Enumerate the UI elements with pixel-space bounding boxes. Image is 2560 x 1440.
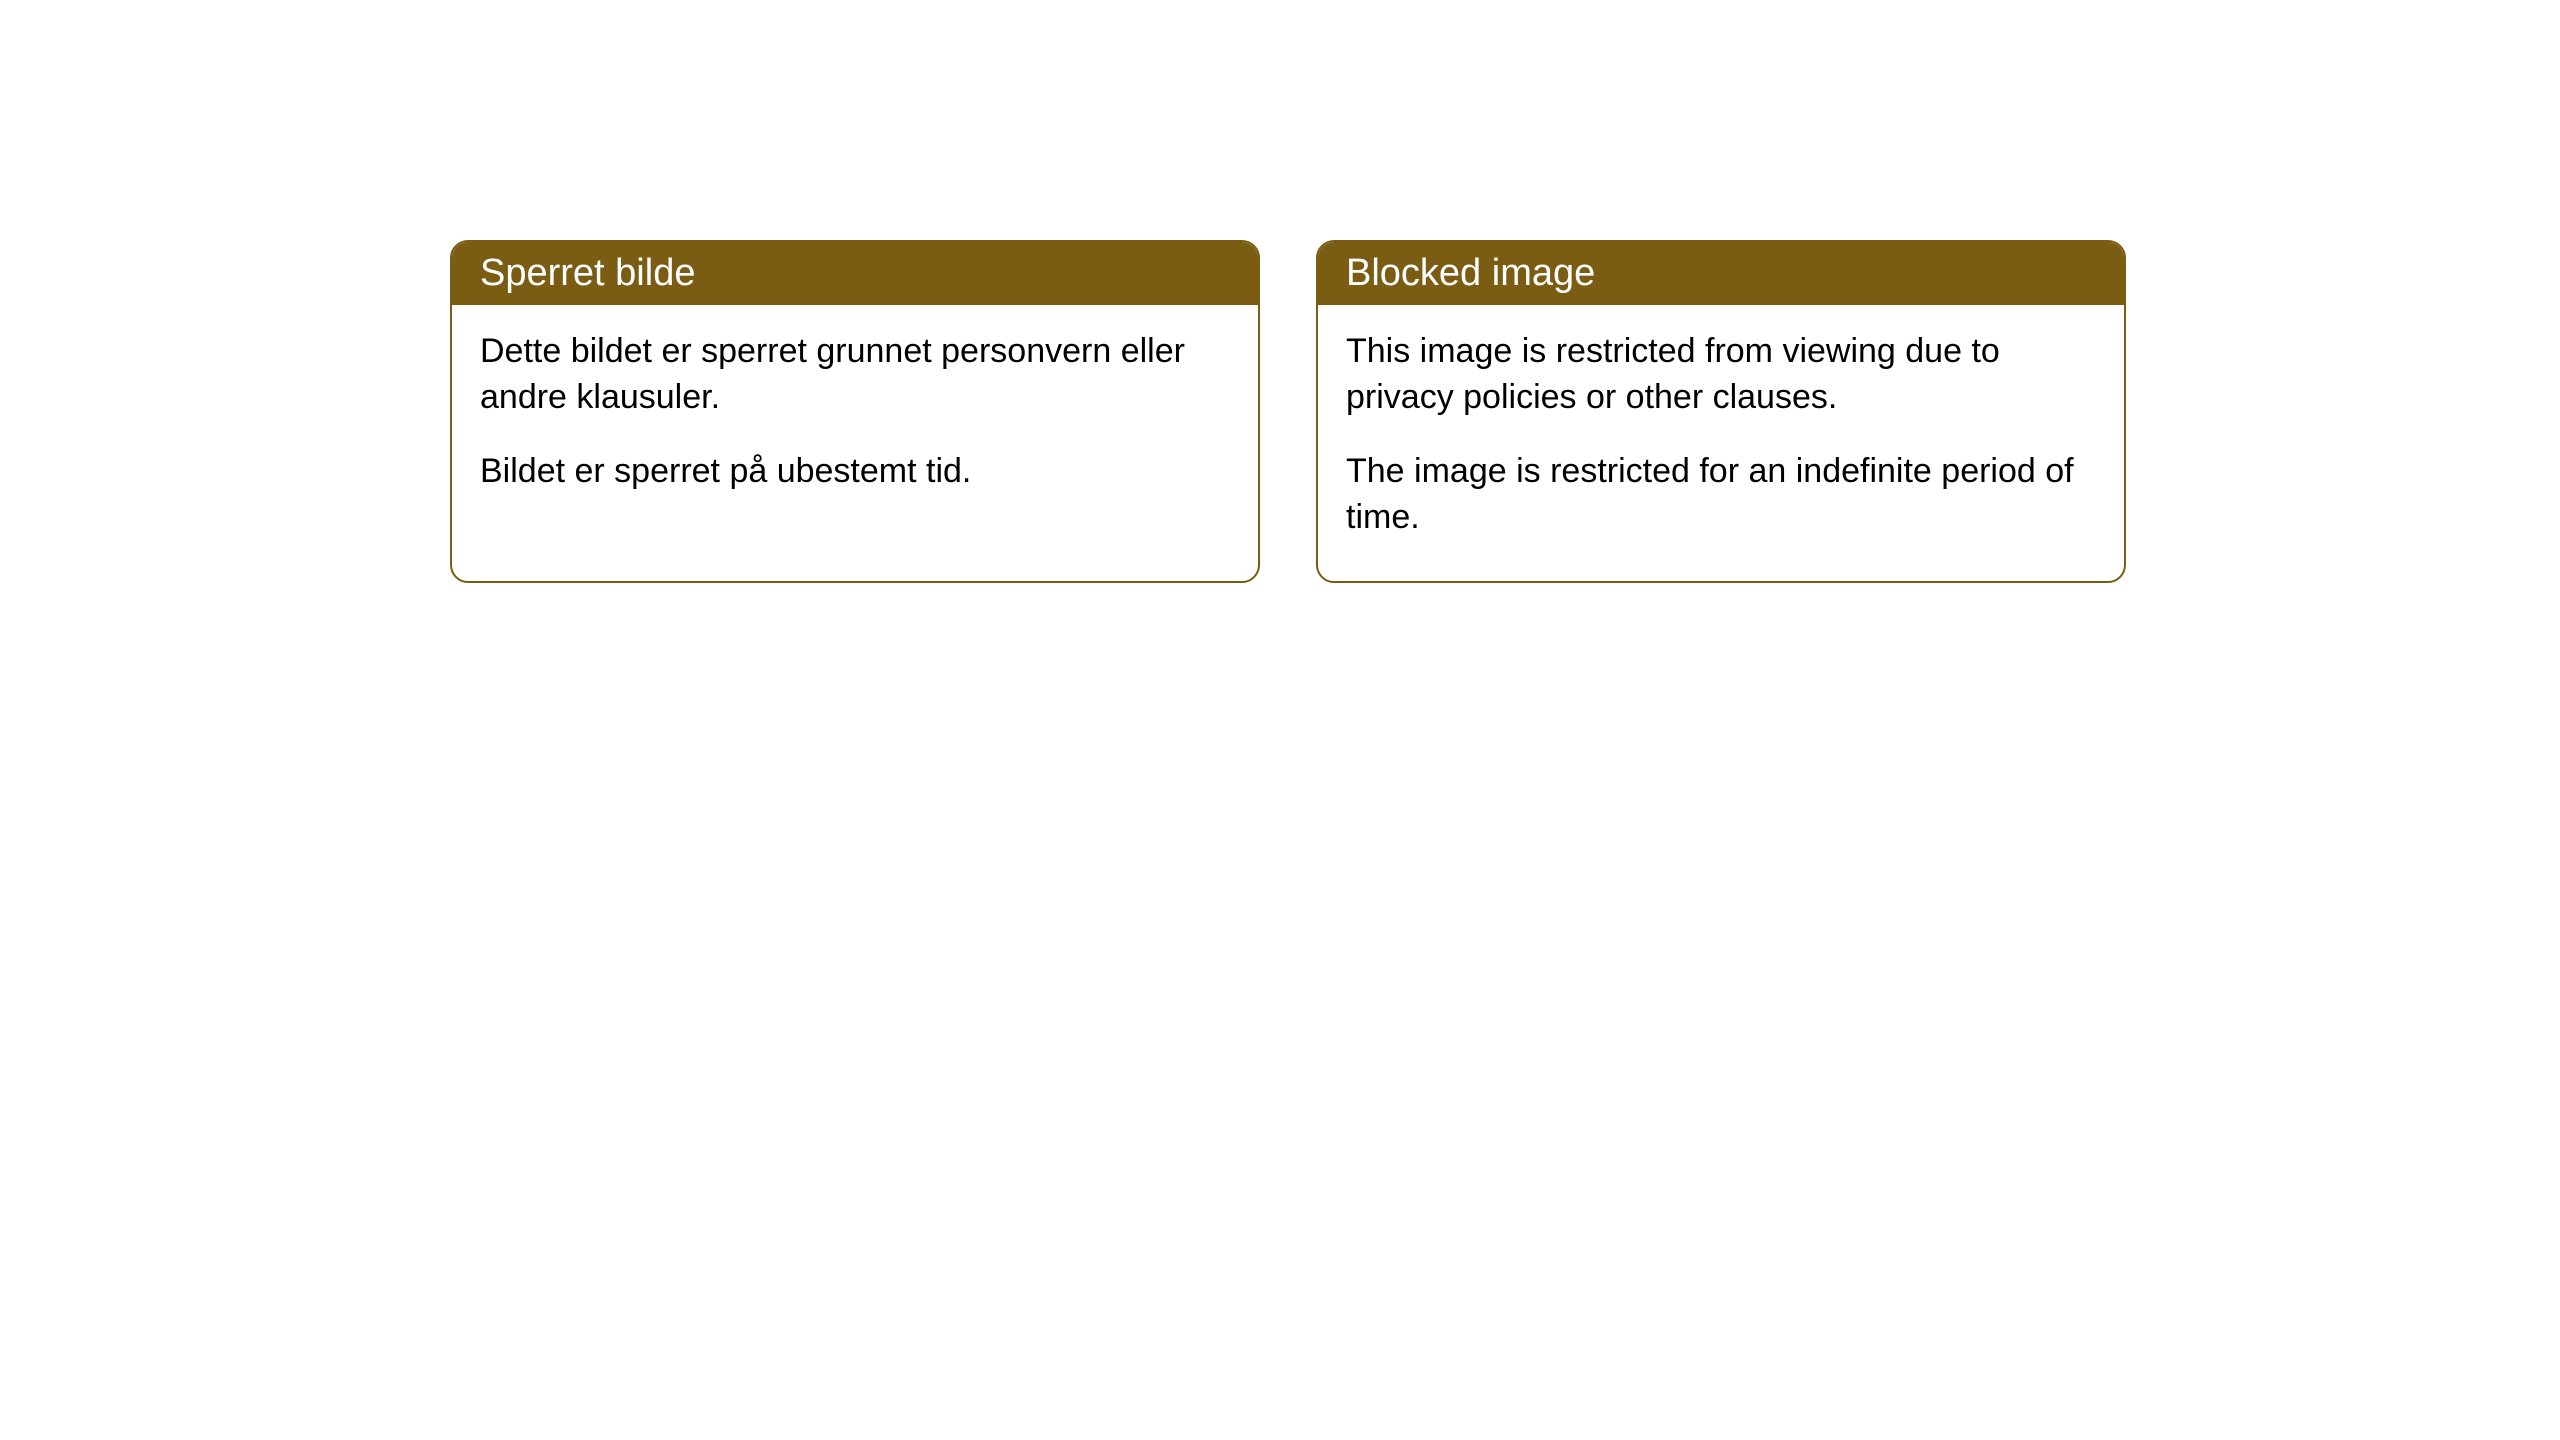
card-paragraph: The image is restricted for an indefinit… xyxy=(1346,449,2096,541)
card-paragraph: This image is restricted from viewing du… xyxy=(1346,329,2096,421)
notice-card-norwegian: Sperret bilde Dette bildet er sperret gr… xyxy=(450,240,1260,583)
card-paragraph: Bildet er sperret på ubestemt tid. xyxy=(480,449,1230,495)
card-body: This image is restricted from viewing du… xyxy=(1318,305,2124,581)
card-paragraph: Dette bildet er sperret grunnet personve… xyxy=(480,329,1230,421)
card-body: Dette bildet er sperret grunnet personve… xyxy=(452,305,1258,535)
notice-card-english: Blocked image This image is restricted f… xyxy=(1316,240,2126,583)
notice-cards-container: Sperret bilde Dette bildet er sperret gr… xyxy=(450,240,2126,583)
card-header: Blocked image xyxy=(1318,242,2124,305)
card-header: Sperret bilde xyxy=(452,242,1258,305)
